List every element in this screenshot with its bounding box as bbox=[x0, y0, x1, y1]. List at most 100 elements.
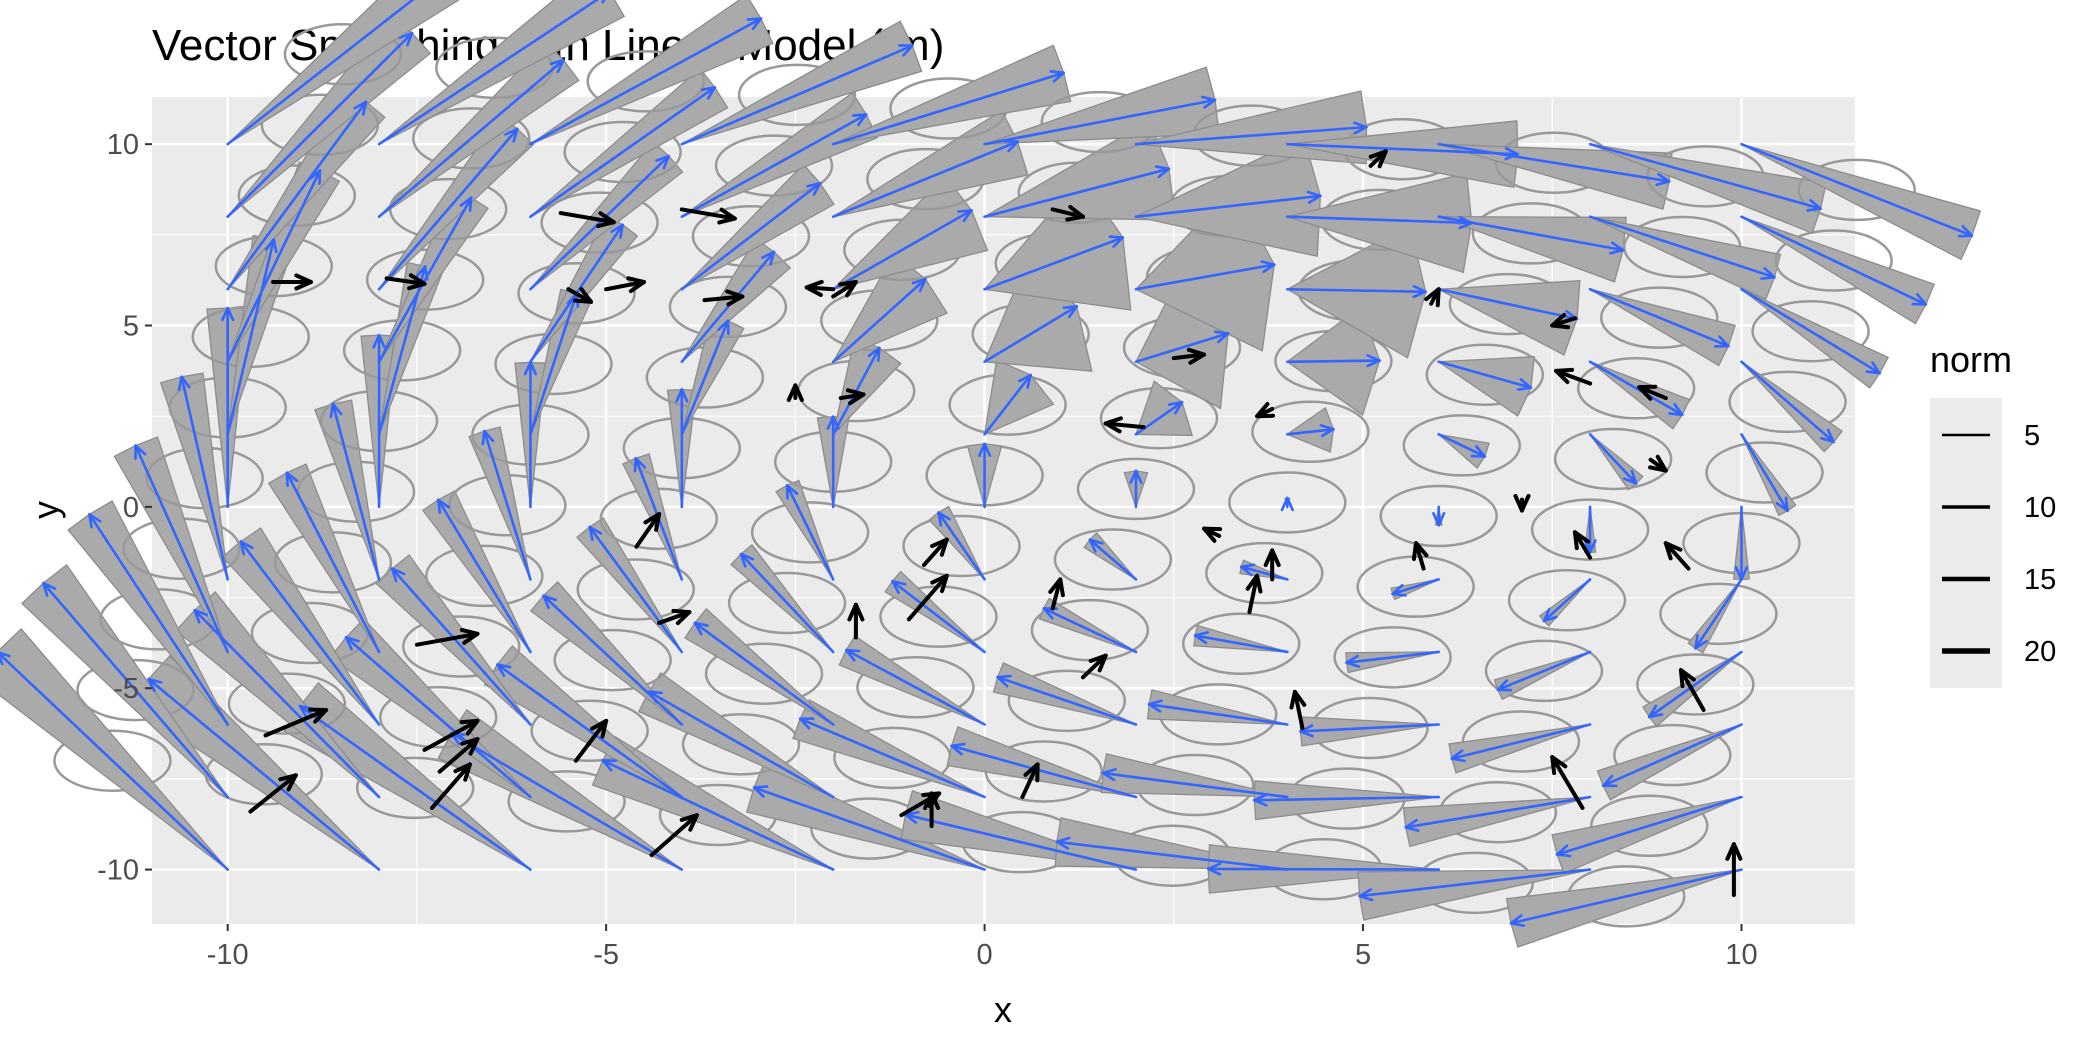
smoothed-vector bbox=[496, 663, 684, 799]
smoothed-vector bbox=[983, 304, 1079, 364]
smoothed-vector-head bbox=[1694, 634, 1708, 650]
smoothed-vector bbox=[226, 169, 322, 364]
x-axis-title: x bbox=[994, 989, 1012, 1030]
uncertainty-ellipse bbox=[283, 22, 403, 86]
smoothed-vector bbox=[1193, 634, 1289, 654]
smoothed-vector-head bbox=[950, 742, 966, 756]
smoothed-vector-head bbox=[588, 525, 603, 541]
smoothed-vector-head bbox=[610, 223, 624, 239]
uncertainty-ellipse bbox=[1613, 723, 1732, 787]
smoothed-vector-head bbox=[1622, 469, 1638, 485]
raw-vector-head bbox=[407, 273, 427, 291]
raw-vector bbox=[679, 207, 737, 221]
smoothed-vector bbox=[1239, 565, 1289, 581]
uncertainty-ellipse bbox=[1636, 653, 1755, 716]
smoothed-vector bbox=[450, 731, 684, 871]
uncertainty-ellipse bbox=[425, 544, 544, 608]
smoothed-vector-head bbox=[177, 375, 191, 391]
smoothed-vector bbox=[1101, 771, 1289, 799]
smoothed-vector bbox=[1253, 795, 1441, 802]
smoothed-vector bbox=[529, 17, 763, 146]
smoothed-vector-head bbox=[134, 444, 147, 460]
smoothed-vector-head bbox=[221, 306, 235, 322]
raw-vector bbox=[1550, 755, 1585, 810]
smoothed-vector bbox=[390, 567, 532, 726]
uncertainty-ellipse bbox=[576, 558, 695, 621]
smoothed-vector bbox=[798, 717, 986, 799]
smoothed-vector-head bbox=[996, 674, 1012, 688]
uncertainty-ellipse bbox=[1379, 484, 1498, 548]
raw-vector bbox=[906, 573, 949, 622]
smoothed-vector-head bbox=[344, 636, 360, 651]
raw-vector-head bbox=[1245, 573, 1263, 594]
smoothed-vector-head bbox=[1201, 95, 1217, 109]
raw-vector bbox=[573, 718, 609, 763]
smoothed-vector bbox=[1740, 287, 1882, 375]
raw-vector-head bbox=[1550, 312, 1571, 330]
raw-vector bbox=[1572, 530, 1593, 560]
legend-label: 20 bbox=[2024, 636, 2056, 668]
smoothed-vector bbox=[1042, 607, 1138, 654]
smoothed-vector bbox=[831, 277, 927, 364]
smoothed-vector-head bbox=[1260, 260, 1276, 274]
raw-vector bbox=[248, 773, 298, 814]
smoothed-vector bbox=[983, 236, 1125, 291]
smoothed-vector bbox=[226, 238, 276, 436]
smoothed-vector bbox=[529, 86, 717, 218]
uncertainty-ellipse bbox=[727, 571, 847, 635]
raw-vector-head bbox=[1678, 668, 1696, 689]
smoothed-vector-head bbox=[1147, 699, 1163, 713]
smoothed-vector-head bbox=[1404, 818, 1420, 832]
raw-vector-head bbox=[930, 573, 949, 594]
smoothed-vector bbox=[1286, 359, 1381, 364]
smoothed-vector-head bbox=[1366, 354, 1381, 368]
smoothed-vector-head bbox=[1412, 284, 1427, 299]
smoothed-vector bbox=[693, 621, 835, 726]
y-axis-title: y bbox=[25, 501, 66, 519]
raw-vector bbox=[1247, 573, 1260, 615]
raw-vector-head bbox=[1048, 577, 1065, 598]
smoothed-vector bbox=[996, 675, 1138, 726]
uncertainty-ellipse bbox=[1228, 471, 1347, 534]
smoothed-vector bbox=[1694, 578, 1743, 650]
smoothed-vector-head bbox=[0, 651, 11, 666]
raw-vector-head bbox=[930, 537, 949, 557]
smoothed-vector-head bbox=[601, 759, 618, 772]
smoothed-vector bbox=[1740, 142, 1974, 237]
smoothed-vector-head bbox=[1542, 607, 1558, 623]
smoothed-vector bbox=[1088, 538, 1138, 581]
smoothed-vector bbox=[542, 594, 684, 726]
raw-vector-head bbox=[1202, 526, 1223, 543]
x-tick-label: 0 bbox=[977, 939, 993, 971]
smoothed-vector bbox=[298, 704, 532, 871]
raw-vector bbox=[558, 211, 616, 225]
smoothed-vector bbox=[831, 209, 973, 291]
raw-vector bbox=[414, 631, 480, 647]
smoothed-vector bbox=[739, 552, 835, 654]
uncertainty-ellipse bbox=[1181, 612, 1301, 676]
smoothed-vector bbox=[1134, 125, 1368, 146]
uncertainty-ellipse bbox=[902, 514, 1021, 578]
smoothed-vector bbox=[1740, 360, 1835, 444]
smoothed-vector-head bbox=[1280, 496, 1294, 512]
raw-vector-head bbox=[626, 276, 646, 294]
legend-label: 5 bbox=[2024, 420, 2040, 452]
raw-vector bbox=[1292, 689, 1305, 731]
uncertainty-ellipse bbox=[1507, 568, 1627, 632]
uncertainty-ellipse bbox=[750, 501, 870, 564]
smoothed-vector bbox=[529, 154, 671, 291]
smoothed-vector-head bbox=[239, 540, 254, 556]
uncertainty-ellipse bbox=[1751, 299, 1870, 363]
smoothed-vector bbox=[1286, 287, 1427, 294]
uncertainty-ellipse bbox=[365, 248, 485, 311]
smoothed-vector bbox=[1509, 868, 1743, 925]
raw-vector-head bbox=[278, 773, 298, 792]
smoothed-vector bbox=[226, 0, 415, 146]
raw-vector bbox=[634, 512, 662, 549]
uncertainty-ellipse bbox=[691, 204, 811, 268]
raw-vector-head bbox=[596, 211, 616, 229]
smoothed-vector-head bbox=[1206, 862, 1222, 876]
y-tick-label: 10 bbox=[107, 129, 139, 161]
smoothed-vector bbox=[983, 167, 1171, 218]
smoothed-vectors bbox=[0, 0, 1974, 928]
